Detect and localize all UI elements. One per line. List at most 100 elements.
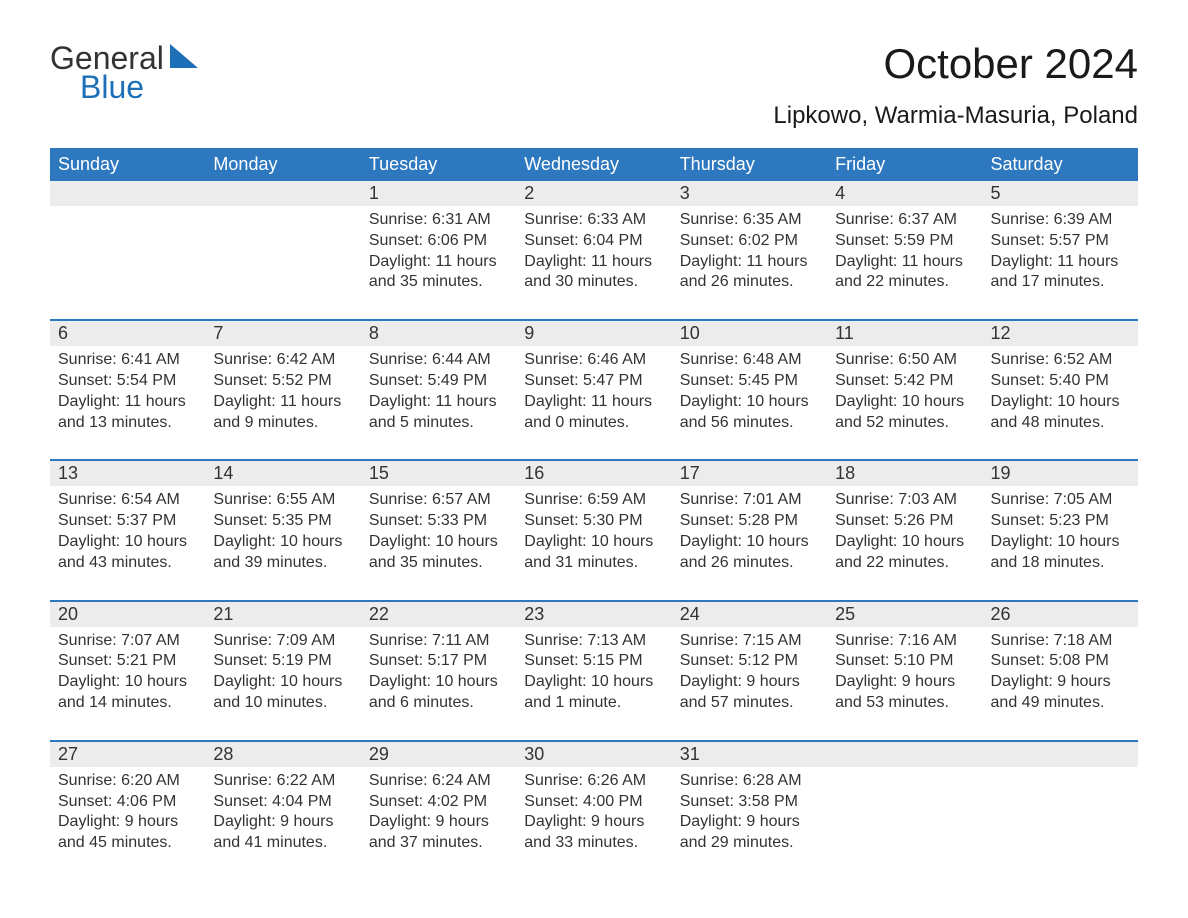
day-d1: Daylight: 10 hours [213,672,352,693]
day-content-cell: Sunrise: 6:46 AMSunset: 5:47 PMDaylight:… [516,346,671,460]
weekday-header: Friday [827,148,982,181]
day-d2: and 52 minutes. [835,413,974,434]
header: General Blue October 2024 Lipkowo, Warmi… [50,40,1138,130]
day-sr: Sunrise: 7:09 AM [213,631,352,652]
day-number-cell: 31 [672,741,827,767]
day-number-cell: 10 [672,320,827,346]
day-number-cell: 20 [50,601,205,627]
day-number-cell: 4 [827,181,982,206]
day-d2: and 5 minutes. [369,413,508,434]
day-d1: Daylight: 10 hours [991,532,1130,553]
day-content-cell: Sunrise: 7:01 AMSunset: 5:28 PMDaylight:… [672,486,827,600]
day-d1: Daylight: 10 hours [58,532,197,553]
day-d2: and 26 minutes. [680,553,819,574]
day-d1: Daylight: 10 hours [835,532,974,553]
month-title: October 2024 [773,40,1138,88]
day-ss: Sunset: 5:15 PM [524,651,663,672]
day-number-cell: 2 [516,181,671,206]
day-ss: Sunset: 6:04 PM [524,231,663,252]
day-sr: Sunrise: 7:16 AM [835,631,974,652]
day-ss: Sunset: 5:54 PM [58,371,197,392]
day-content-row: Sunrise: 6:54 AMSunset: 5:37 PMDaylight:… [50,486,1138,600]
day-number-cell: 8 [361,320,516,346]
day-content-cell: Sunrise: 6:31 AMSunset: 6:06 PMDaylight:… [361,206,516,320]
day-sr: Sunrise: 6:54 AM [58,490,197,511]
day-d2: and 41 minutes. [213,833,352,854]
day-d1: Daylight: 10 hours [835,392,974,413]
day-d2: and 48 minutes. [991,413,1130,434]
day-number-cell: 11 [827,320,982,346]
day-sr: Sunrise: 6:48 AM [680,350,819,371]
day-content-cell: Sunrise: 6:24 AMSunset: 4:02 PMDaylight:… [361,767,516,880]
day-number-cell: 30 [516,741,671,767]
day-content-cell: Sunrise: 6:50 AMSunset: 5:42 PMDaylight:… [827,346,982,460]
day-number-row: 20212223242526 [50,601,1138,627]
day-number-cell: 6 [50,320,205,346]
day-ss: Sunset: 5:19 PM [213,651,352,672]
day-number-cell: 17 [672,460,827,486]
day-d1: Daylight: 10 hours [524,672,663,693]
day-d1: Daylight: 9 hours [524,812,663,833]
day-sr: Sunrise: 6:22 AM [213,771,352,792]
day-content-cell: Sunrise: 6:22 AMSunset: 4:04 PMDaylight:… [205,767,360,880]
location: Lipkowo, Warmia-Masuria, Poland [773,102,1138,130]
day-content-cell: Sunrise: 6:41 AMSunset: 5:54 PMDaylight:… [50,346,205,460]
day-number-cell: 19 [983,460,1138,486]
day-d2: and 30 minutes. [524,272,663,293]
day-sr: Sunrise: 7:15 AM [680,631,819,652]
day-ss: Sunset: 5:35 PM [213,511,352,532]
day-ss: Sunset: 5:33 PM [369,511,508,532]
day-sr: Sunrise: 6:28 AM [680,771,819,792]
day-content-row: Sunrise: 6:20 AMSunset: 4:06 PMDaylight:… [50,767,1138,880]
day-content-cell: Sunrise: 6:37 AMSunset: 5:59 PMDaylight:… [827,206,982,320]
day-d2: and 6 minutes. [369,693,508,714]
day-sr: Sunrise: 6:33 AM [524,210,663,231]
day-d1: Daylight: 9 hours [680,812,819,833]
weekday-header: Thursday [672,148,827,181]
day-number-cell [50,181,205,206]
day-number-cell: 27 [50,741,205,767]
day-ss: Sunset: 5:59 PM [835,231,974,252]
day-ss: Sunset: 5:40 PM [991,371,1130,392]
day-sr: Sunrise: 6:50 AM [835,350,974,371]
day-sr: Sunrise: 6:59 AM [524,490,663,511]
day-d2: and 53 minutes. [835,693,974,714]
day-sr: Sunrise: 7:03 AM [835,490,974,511]
day-d2: and 17 minutes. [991,272,1130,293]
day-d2: and 33 minutes. [524,833,663,854]
weekday-header: Monday [205,148,360,181]
day-number-cell [205,181,360,206]
day-d2: and 10 minutes. [213,693,352,714]
day-number-cell: 26 [983,601,1138,627]
day-d2: and 13 minutes. [58,413,197,434]
day-content-cell: Sunrise: 6:44 AMSunset: 5:49 PMDaylight:… [361,346,516,460]
day-content-cell: Sunrise: 7:18 AMSunset: 5:08 PMDaylight:… [983,627,1138,741]
day-sr: Sunrise: 7:07 AM [58,631,197,652]
day-d2: and 49 minutes. [991,693,1130,714]
day-d1: Daylight: 10 hours [369,532,508,553]
day-d2: and 43 minutes. [58,553,197,574]
day-number-cell: 29 [361,741,516,767]
day-d2: and 31 minutes. [524,553,663,574]
day-d1: Daylight: 11 hours [991,252,1130,273]
day-ss: Sunset: 3:58 PM [680,792,819,813]
day-number-cell: 23 [516,601,671,627]
day-sr: Sunrise: 6:42 AM [213,350,352,371]
weekday-header: Saturday [983,148,1138,181]
day-content-cell: Sunrise: 6:20 AMSunset: 4:06 PMDaylight:… [50,767,205,880]
day-d1: Daylight: 9 hours [369,812,508,833]
day-d2: and 35 minutes. [369,553,508,574]
day-sr: Sunrise: 6:31 AM [369,210,508,231]
day-content-cell: Sunrise: 7:05 AMSunset: 5:23 PMDaylight:… [983,486,1138,600]
day-number-row: 13141516171819 [50,460,1138,486]
day-ss: Sunset: 5:10 PM [835,651,974,672]
day-d1: Daylight: 10 hours [369,672,508,693]
day-sr: Sunrise: 6:35 AM [680,210,819,231]
day-content-cell: Sunrise: 7:03 AMSunset: 5:26 PMDaylight:… [827,486,982,600]
day-sr: Sunrise: 6:39 AM [991,210,1130,231]
day-d1: Daylight: 11 hours [524,252,663,273]
day-d2: and 9 minutes. [213,413,352,434]
day-content-cell: Sunrise: 7:09 AMSunset: 5:19 PMDaylight:… [205,627,360,741]
day-d1: Daylight: 11 hours [680,252,819,273]
day-sr: Sunrise: 6:37 AM [835,210,974,231]
